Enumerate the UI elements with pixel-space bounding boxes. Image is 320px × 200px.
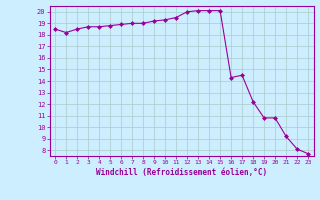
X-axis label: Windchill (Refroidissement éolien,°C): Windchill (Refroidissement éolien,°C) [96,168,267,177]
